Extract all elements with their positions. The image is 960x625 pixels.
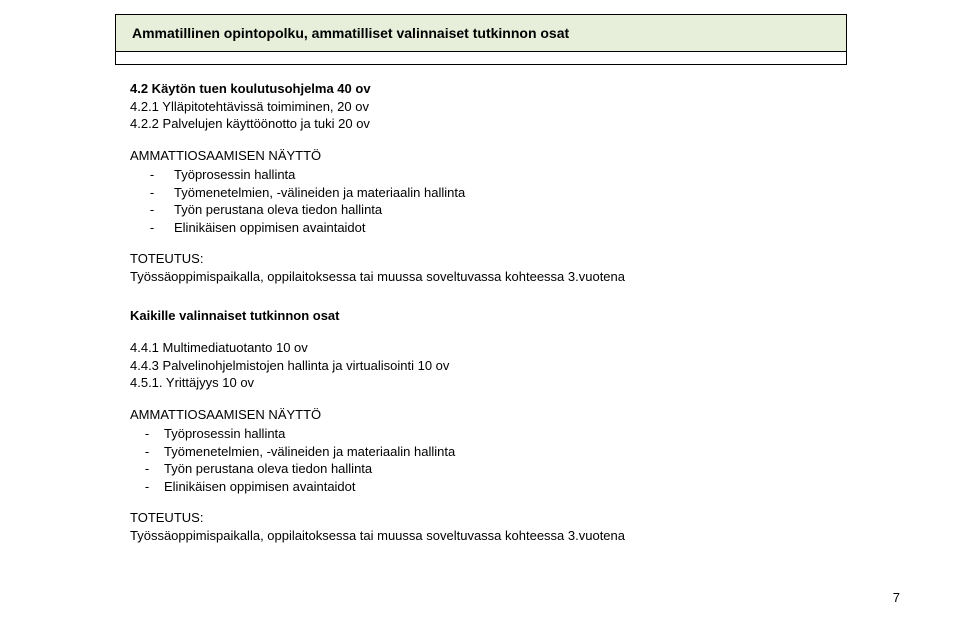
list-item: -Työn perustana oleva tiedon hallinta [130,460,830,478]
dash-icon: - [130,201,174,219]
section2-list: -Työprosessin hallinta -Työmenetelmien, … [130,425,830,495]
list-item: -Elinikäisen oppimisen avaintaidot [130,219,830,237]
dash-icon: - [130,460,164,478]
section2-naytto: AMMATTIOSAAMISEN NÄYTTÖ -Työprosessin ha… [130,406,830,496]
dash-icon: - [130,166,174,184]
header-box: Ammatillinen opintopolku, ammatilliset v… [115,14,847,65]
dash-icon: - [130,425,164,443]
toteutus-label: TOTEUTUS: [130,250,830,268]
list-item-text: Työmenetelmien, -välineiden ja materiaal… [174,184,465,202]
section2-sub1: 4.4.1 Multimediatuotanto 10 ov [130,339,830,357]
dash-icon: - [130,443,164,461]
section1-naytto: AMMATTIOSAAMISEN NÄYTTÖ -Työprosessin ha… [130,147,830,237]
list-item-text: Työn perustana oleva tiedon hallinta [174,201,382,219]
list-item-text: Elinikäisen oppimisen avaintaidot [164,478,356,496]
section2-subs: 4.4.1 Multimediatuotanto 10 ov 4.4.3 Pal… [130,339,830,392]
list-item-text: Työprosessin hallinta [174,166,295,184]
dash-icon: - [130,219,174,237]
section1-headings: 4.2 Käytön tuen koulutusohjelma 40 ov 4.… [130,80,830,133]
section2-title-block: Kaikille valinnaiset tutkinnon osat [130,307,830,325]
list-item: -Työprosessin hallinta [130,166,830,184]
section1-list: -Työprosessin hallinta -Työmenetelmien, … [130,166,830,236]
header-spacer [116,51,846,64]
dash-icon: - [130,184,174,202]
dash-icon: - [130,478,164,496]
section2-sub2: 4.4.3 Palvelinohjelmistojen hallinta ja … [130,357,830,375]
page: Ammatillinen opintopolku, ammatilliset v… [0,0,960,625]
section1-naytto-heading: AMMATTIOSAAMISEN NÄYTTÖ [130,147,830,165]
list-item: -Työn perustana oleva tiedon hallinta [130,201,830,219]
section2-naytto-heading: AMMATTIOSAAMISEN NÄYTTÖ [130,406,830,424]
section2-title: Kaikille valinnaiset tutkinnon osat [130,307,830,325]
toteutus-text: Työssäoppimispaikalla, oppilaitoksessa t… [130,527,830,545]
content: 4.2 Käytön tuen koulutusohjelma 40 ov 4.… [130,80,830,558]
toteutus-label: TOTEUTUS: [130,509,830,527]
list-item-text: Työmenetelmien, -välineiden ja materiaal… [164,443,455,461]
list-item: -Työmenetelmien, -välineiden ja materiaa… [130,443,830,461]
list-item: -Työprosessin hallinta [130,425,830,443]
section1-toteutus: TOTEUTUS: Työssäoppimispaikalla, oppilai… [130,250,830,285]
toteutus-text: Työssäoppimispaikalla, oppilaitoksessa t… [130,268,830,286]
section2-toteutus: TOTEUTUS: Työssäoppimispaikalla, oppilai… [130,509,830,544]
section1-sub2: 4.2.2 Palvelujen käyttöönotto ja tuki 20… [130,115,830,133]
list-item: -Työmenetelmien, -välineiden ja materiaa… [130,184,830,202]
list-item-text: Työn perustana oleva tiedon hallinta [164,460,372,478]
header-title: Ammatillinen opintopolku, ammatilliset v… [116,15,846,51]
list-item-text: Elinikäisen oppimisen avaintaidot [174,219,366,237]
list-item-text: Työprosessin hallinta [164,425,285,443]
section1-title: 4.2 Käytön tuen koulutusohjelma 40 ov [130,80,830,98]
section2-sub3: 4.5.1. Yrittäjyys 10 ov [130,374,830,392]
section1-sub1: 4.2.1 Ylläpitotehtävissä toimiminen, 20 … [130,98,830,116]
list-item: -Elinikäisen oppimisen avaintaidot [130,478,830,496]
page-number: 7 [893,590,900,605]
